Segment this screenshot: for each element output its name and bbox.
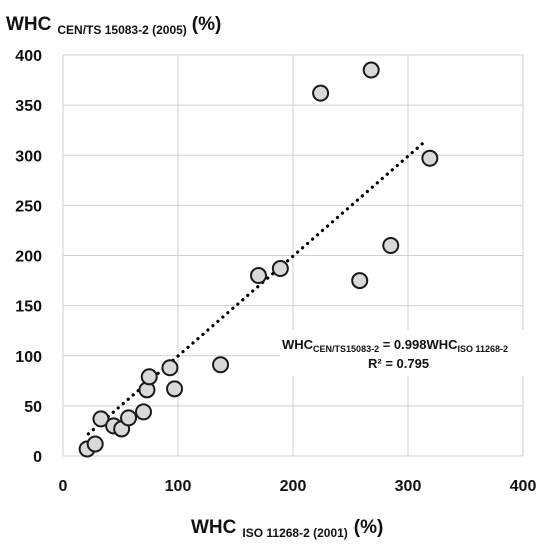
data-point [312, 84, 330, 102]
x-tick-label: 100 [165, 478, 192, 495]
trendline [86, 139, 427, 436]
x-tick-label: 300 [395, 478, 422, 495]
x-axis-title-main: WHC [191, 517, 237, 538]
y-tick-label: 0 [33, 449, 42, 466]
y-axis-title-unit: (%) [192, 14, 222, 35]
x-tick-label: 400 [510, 478, 537, 495]
y-axis-title-sub: CEN/TS 15083-2 (2005) [57, 23, 186, 37]
y-tick-label: 300 [15, 148, 42, 165]
data-point [271, 260, 289, 278]
equation-lhs-main: WHC [282, 337, 314, 352]
x-tick-label: 200 [280, 478, 307, 495]
data-point [140, 368, 158, 386]
data-point [120, 409, 138, 427]
data-points [78, 61, 439, 458]
r-squared-label: R² = 0.795 [368, 356, 429, 371]
y-tick-label: 200 [15, 249, 42, 266]
y-tick-label: 250 [15, 198, 42, 215]
equation-rhs-sub: ISO 11268-2 [458, 344, 509, 354]
data-point [351, 272, 369, 290]
equation-middle: = 0.998WHC [379, 337, 458, 352]
equation-background [280, 330, 530, 376]
tick-labels: 0 50 100 150 200 250 300 350 400 0 100 200 300 400 [15, 48, 536, 495]
data-point [92, 410, 110, 428]
data-point [212, 356, 230, 374]
x-axis-title-unit: (%) [354, 517, 384, 538]
equation-lhs-sub: CEN/TS15083-2 [313, 344, 379, 354]
data-point [421, 149, 439, 167]
data-point [382, 236, 400, 254]
y-axis-title: WHC CEN/TS 15083-2 (2005) (%) [6, 14, 221, 37]
data-point [362, 61, 380, 79]
x-tick-label: 0 [59, 478, 68, 495]
y-tick-label: 100 [15, 349, 42, 366]
data-point [161, 359, 179, 377]
x-axis-title: WHC ISO 11268-2 (2001) (%) [191, 517, 383, 540]
y-tick-label: 350 [15, 98, 42, 115]
equation-label: WHCCEN/TS15083-2 = 0.998WHCISO 11268-2 [282, 337, 508, 354]
y-axis-title-main: WHC [6, 14, 52, 35]
y-tick-label: 50 [24, 399, 42, 416]
data-point [135, 403, 152, 421]
y-tick-label: 400 [15, 48, 42, 65]
data-point [250, 267, 267, 285]
data-point [86, 435, 104, 453]
x-axis-title-sub: ISO 11268-2 (2001) [242, 526, 347, 540]
y-tick-label: 150 [15, 299, 42, 316]
data-point [166, 380, 184, 398]
